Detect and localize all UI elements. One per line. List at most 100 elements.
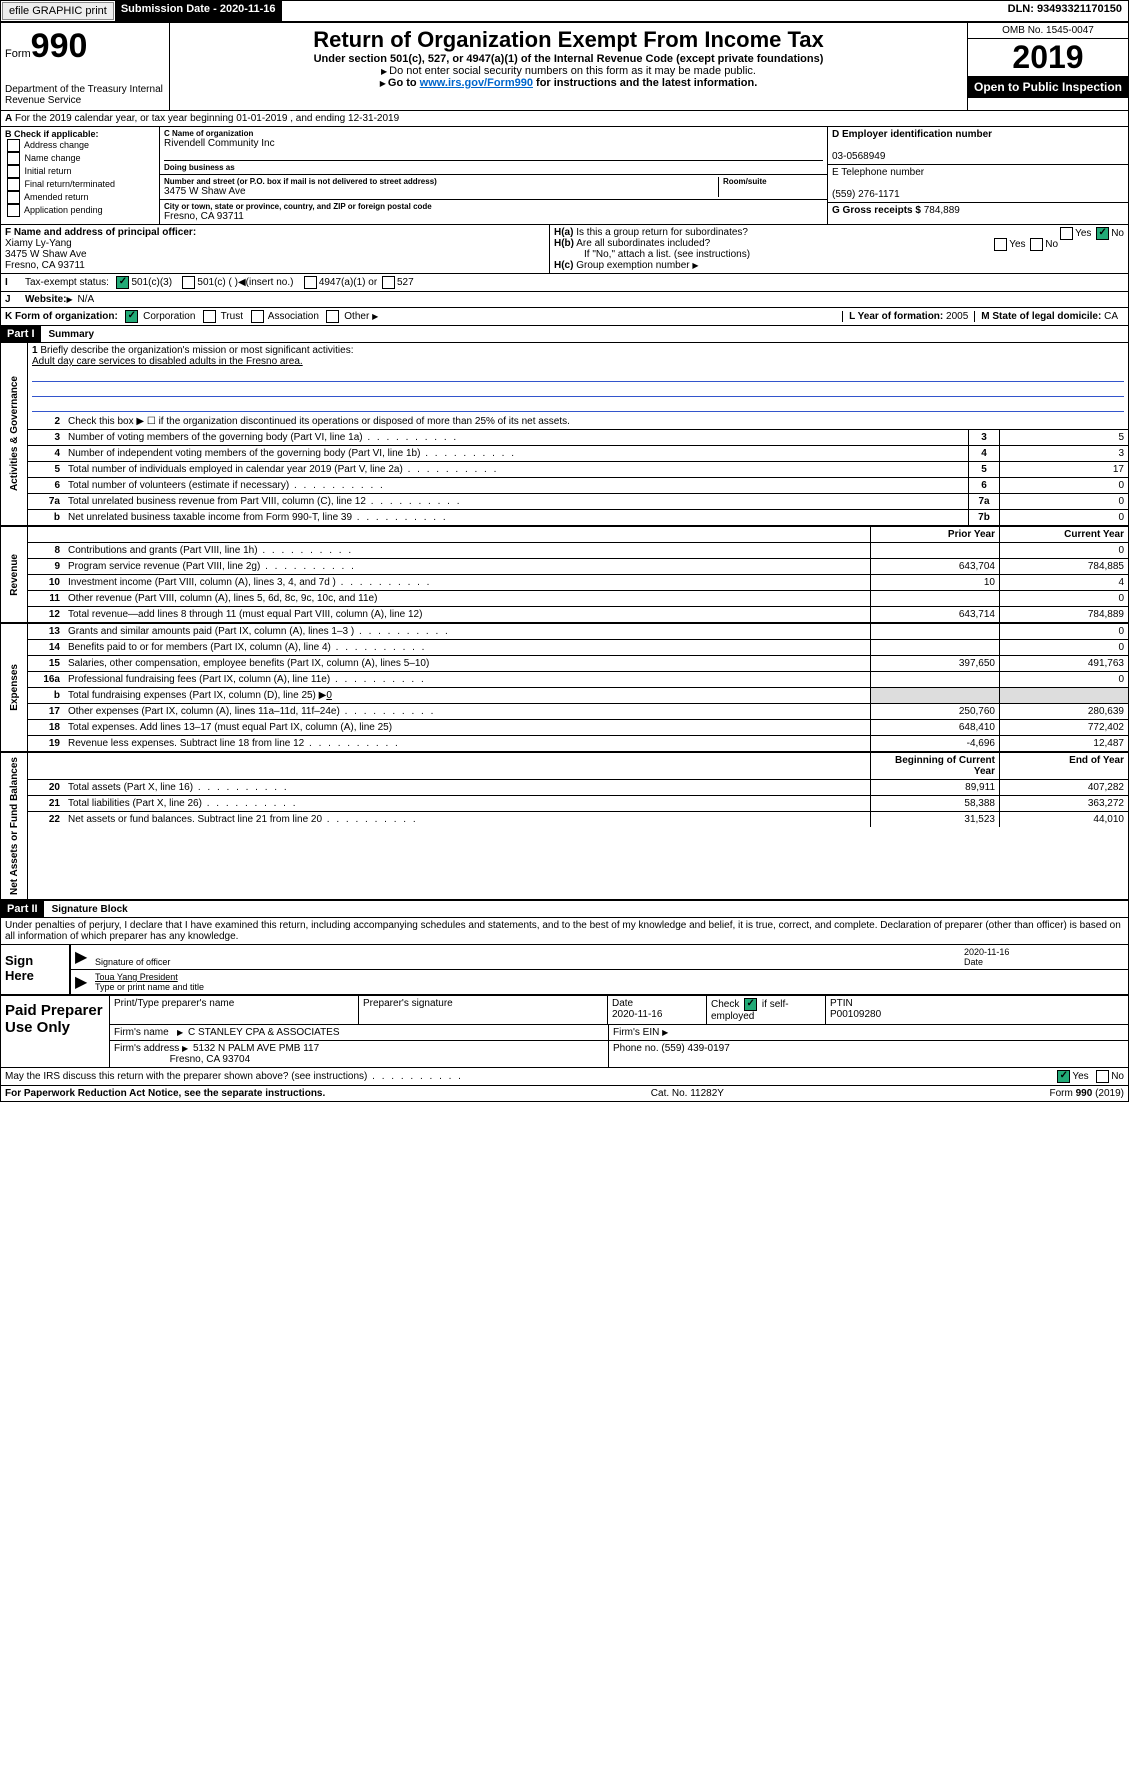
header-row: Form990 Department of the Treasury Inter…	[1, 23, 1128, 111]
val-7b: 0	[999, 510, 1128, 525]
mission-text: Adult day care services to disabled adul…	[32, 356, 303, 367]
check-initial-return[interactable]	[7, 165, 20, 178]
side-revenue: Revenue	[9, 550, 20, 600]
ha-yes-lbl: Yes	[1075, 228, 1091, 239]
val-7a: 0	[999, 494, 1128, 509]
ha-no[interactable]	[1096, 227, 1109, 240]
footer-right: Form 990 (2019)	[1050, 1088, 1124, 1099]
line-13: Grants and similar amounts paid (Part IX…	[64, 624, 870, 639]
check-final-return[interactable]	[7, 178, 20, 191]
line-3: Number of voting members of the governin…	[64, 430, 968, 445]
line-6: Total number of volunteers (estimate if …	[64, 478, 968, 493]
check-assn[interactable]	[251, 310, 264, 323]
p17: 250,760	[870, 704, 999, 719]
irs-link[interactable]: www.irs.gov/Form990	[420, 77, 533, 89]
top-bar: efile GRAPHIC print Submission Date - 20…	[1, 1, 1128, 23]
sig-date-val: 2020-11-16	[964, 947, 1009, 957]
line-1-label: Briefly describe the organization's miss…	[40, 345, 353, 356]
firm-addr2: Fresno, CA 93704	[170, 1054, 251, 1065]
c12: 784,889	[999, 607, 1128, 622]
ha-text: Is this a group return for subordinates?	[576, 227, 748, 238]
line-14: Benefits paid to or for members (Part IX…	[64, 640, 870, 655]
firm-addr1: 5132 N PALM AVE PMB 117	[193, 1043, 319, 1054]
check-amended[interactable]	[7, 191, 20, 204]
discuss-no[interactable]	[1096, 1070, 1109, 1083]
check-527[interactable]	[382, 276, 395, 289]
signature-block: Under penalties of perjury, I declare th…	[1, 918, 1128, 995]
sig-officer-label: Signature of officer	[95, 957, 170, 967]
check-name-change[interactable]	[7, 152, 20, 165]
footer-left: For Paperwork Reduction Act Notice, see …	[5, 1088, 325, 1099]
discuss-yes-lbl: Yes	[1072, 1071, 1088, 1082]
check-501c3[interactable]	[116, 276, 129, 289]
hb-no[interactable]	[1030, 238, 1043, 251]
line-8: Contributions and grants (Part VIII, lin…	[64, 543, 870, 558]
m-label: M State of legal domicile:	[981, 311, 1101, 322]
check-trust[interactable]	[203, 310, 216, 323]
line-16b-pre: Total fundraising expenses (Part IX, col…	[68, 690, 326, 701]
line-9: Program service revenue (Part VIII, line…	[64, 559, 870, 574]
efile-button[interactable]: efile GRAPHIC print	[2, 2, 114, 20]
section-governance: Activities & Governance 1 Briefly descri…	[1, 343, 1128, 527]
insert-no: (insert no.)	[246, 277, 294, 288]
sign-arrow-1: ▶	[75, 947, 95, 967]
hb-yes[interactable]	[994, 238, 1007, 251]
paid-preparer-block: Paid Preparer Use Only Print/Type prepar…	[1, 995, 1128, 1067]
firm-name: C STANLEY CPA & ASSOCIATES	[188, 1027, 340, 1038]
discuss-question: May the IRS discuss this return with the…	[5, 1071, 1055, 1082]
city-label: City or town, state or province, country…	[164, 202, 823, 211]
firm-ein-label: Firm's EIN	[613, 1027, 659, 1038]
box-b-label: B Check if applicable:	[5, 129, 99, 139]
addr-label: Number and street (or P.O. box if mail i…	[164, 177, 718, 186]
section-revenue: Revenue Prior YearCurrent Year 8Contribu…	[1, 527, 1128, 624]
line-16b-val: 0	[326, 690, 332, 701]
row-a-period: A For the 2019 calendar year, or tax yea…	[1, 111, 1128, 127]
check-other[interactable]	[326, 310, 339, 323]
form-subtitle-2: Do not enter social security numbers on …	[389, 65, 756, 77]
c8: 0	[999, 543, 1128, 558]
opt-assn: Association	[268, 311, 319, 322]
check-501c[interactable]	[182, 276, 195, 289]
c15: 491,763	[999, 656, 1128, 671]
opt-name-change: Name change	[25, 153, 81, 163]
check-address-change[interactable]	[7, 139, 20, 152]
perjury-text: Under penalties of perjury, I declare th…	[1, 918, 1128, 944]
side-expenses: Expenses	[9, 660, 20, 715]
k-row: K Form of organization: Corporation Trus…	[1, 308, 1128, 326]
self-emp-pre: Check	[711, 999, 739, 1010]
open-inspection: Open to Public Inspection	[968, 76, 1128, 98]
side-net: Net Assets or Fund Balances	[9, 753, 20, 899]
c10: 4	[999, 575, 1128, 590]
officer-label: F Name and address of principal officer:	[5, 227, 196, 238]
check-corp[interactable]	[125, 310, 138, 323]
side-governance: Activities & Governance	[9, 372, 20, 495]
prep-date-val: 2020-11-16	[612, 1009, 662, 1020]
ha-yes[interactable]	[1060, 227, 1073, 240]
p16a	[870, 672, 999, 687]
p13	[870, 624, 999, 639]
street-address: 3475 W Shaw Ave	[164, 186, 718, 197]
check-4947[interactable]	[304, 276, 317, 289]
gross-value: 784,889	[924, 205, 960, 216]
line-16a: Professional fundraising fees (Part IX, …	[64, 672, 870, 687]
website-row: J Website: N/A	[1, 292, 1128, 308]
opt-corp: Corporation	[143, 311, 195, 322]
val-5: 17	[999, 462, 1128, 477]
discuss-yes[interactable]	[1057, 1070, 1070, 1083]
opt-address-change: Address change	[24, 140, 89, 150]
c22: 44,010	[999, 812, 1128, 827]
hb-yes-lbl: Yes	[1009, 239, 1025, 250]
check-app-pending[interactable]	[7, 204, 20, 217]
k-label: K Form of organization:	[5, 311, 118, 322]
hb-text: Are all subordinates included?	[576, 238, 710, 249]
firm-phone-label: Phone no.	[613, 1043, 659, 1054]
p14	[870, 640, 999, 655]
org-name-label: C Name of organization	[164, 129, 823, 138]
dba-label: Doing business as	[164, 160, 823, 172]
hb-no-lbl: No	[1045, 239, 1058, 250]
opt-trust: Trust	[221, 311, 243, 322]
check-self-employed[interactable]	[744, 998, 757, 1011]
phone-label: E Telephone number	[832, 167, 924, 178]
header-left: Form990 Department of the Treasury Inter…	[1, 23, 170, 110]
opt-527: 527	[397, 277, 414, 288]
